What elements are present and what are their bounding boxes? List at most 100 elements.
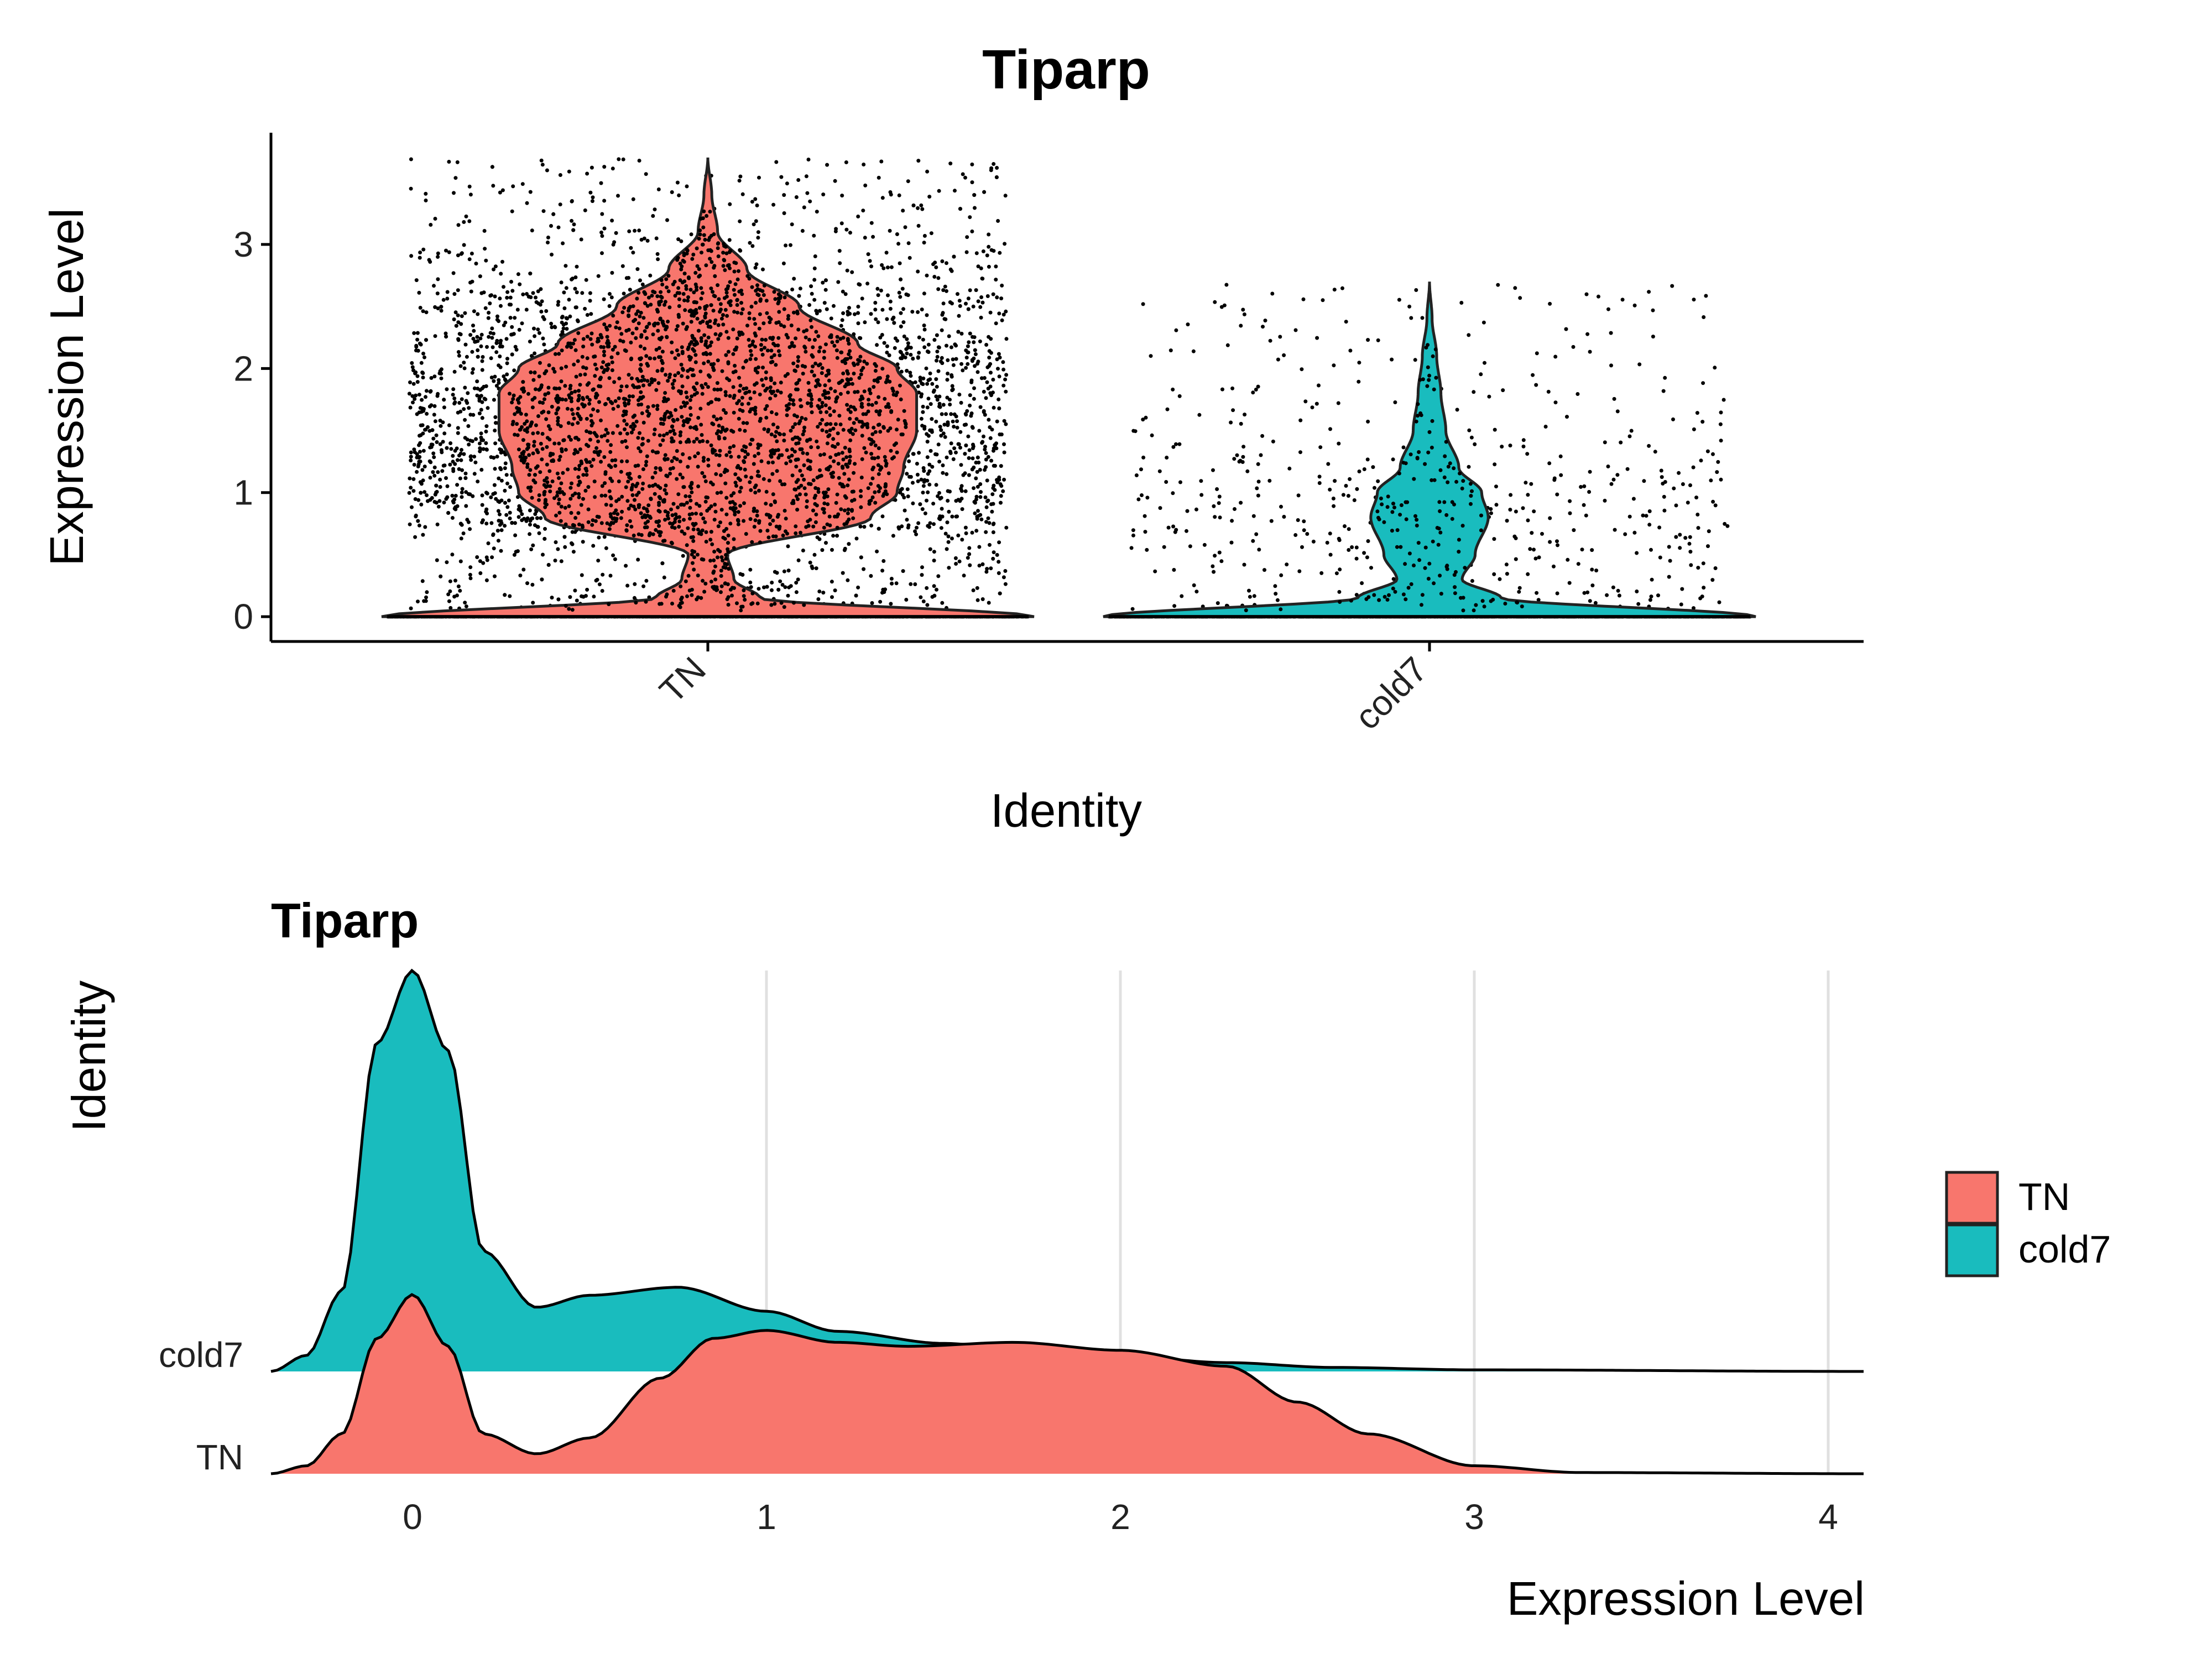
data-point: [463, 342, 468, 347]
data-point: [995, 478, 1000, 483]
data-point: [533, 523, 537, 528]
data-point: [937, 394, 942, 399]
data-point: [644, 172, 648, 176]
data-point: [972, 340, 976, 345]
data-point: [602, 165, 607, 169]
data-point: [491, 184, 495, 188]
data-point: [570, 277, 573, 281]
data-point: [875, 286, 880, 291]
data-point: [588, 291, 592, 295]
data-point: [432, 284, 436, 288]
data-point: [420, 398, 424, 402]
data-point: [418, 441, 422, 445]
data-point: [438, 442, 442, 446]
data-point: [537, 531, 541, 535]
data-point: [478, 559, 482, 564]
data-point: [900, 286, 905, 291]
data-point: [982, 434, 985, 439]
data-point: [988, 384, 993, 389]
data-point: [873, 307, 878, 312]
data-point: [882, 341, 886, 345]
data-point: [750, 244, 755, 248]
data-point: [511, 184, 515, 189]
data-point: [480, 359, 484, 363]
data-point: [415, 374, 420, 378]
data-point: [484, 258, 488, 263]
data-point: [984, 530, 988, 534]
data-point: [620, 264, 625, 268]
data-point: [632, 596, 637, 600]
data-point: [856, 321, 860, 326]
data-point: [923, 511, 927, 515]
data-point: [925, 273, 929, 278]
data-point: [916, 479, 920, 483]
data-point: [421, 409, 426, 413]
data-point: [559, 559, 564, 564]
data-point: [922, 478, 927, 482]
data-point: [938, 425, 942, 429]
data-point: [985, 294, 990, 298]
data-point: [480, 503, 484, 507]
data-point: [624, 564, 628, 568]
data-point: [640, 282, 645, 286]
data-point: [656, 187, 661, 191]
data-point: [413, 535, 418, 539]
data-point: [484, 441, 488, 445]
data-point: [839, 221, 844, 226]
data-point: [901, 307, 905, 311]
data-point: [786, 568, 791, 573]
data-point: [987, 264, 991, 269]
data-point: [541, 336, 545, 341]
data-point: [556, 225, 561, 229]
data-point: [471, 337, 476, 341]
data-point: [600, 251, 604, 255]
data-point: [878, 335, 883, 340]
data-point: [963, 489, 968, 493]
data-point: [573, 286, 577, 291]
data-point: [989, 566, 993, 571]
data-point: [492, 456, 496, 460]
data-point: [954, 343, 958, 348]
data-point: [935, 587, 938, 592]
data-point: [919, 416, 924, 421]
data-point: [996, 219, 1000, 223]
data-point: [991, 530, 995, 534]
data-point: [944, 412, 948, 416]
data-point: [830, 580, 834, 584]
data-point: [992, 463, 996, 468]
data-point: [445, 484, 450, 488]
data-point: [444, 248, 448, 253]
data-point: [435, 394, 440, 398]
data-point: [585, 313, 589, 317]
data-point: [955, 419, 959, 424]
data-point: [876, 320, 880, 325]
data-point: [847, 542, 851, 546]
data-point: [1004, 309, 1008, 314]
data-point: [979, 315, 983, 320]
data-point: [436, 255, 440, 259]
data-point: [925, 405, 930, 410]
data-point: [918, 378, 922, 383]
data-point: [494, 497, 498, 501]
data-point: [917, 351, 921, 355]
data-point: [493, 264, 498, 269]
data-point: [870, 601, 874, 605]
data-point: [408, 405, 413, 410]
data-point: [794, 195, 799, 199]
data-point: [925, 603, 930, 607]
data-point: [991, 502, 995, 506]
data-point: [921, 376, 926, 380]
data-point: [987, 232, 991, 237]
data-point: [997, 397, 1001, 401]
data-point: [976, 299, 980, 304]
data-point: [833, 588, 837, 593]
data-point: [456, 320, 461, 325]
data-point: [879, 159, 884, 164]
data-point: [844, 160, 848, 164]
data-point: [814, 566, 818, 571]
data-point: [415, 380, 420, 384]
data-point: [437, 499, 442, 503]
data-point: [425, 590, 429, 594]
data-point: [945, 547, 949, 551]
data-point: [896, 242, 901, 246]
